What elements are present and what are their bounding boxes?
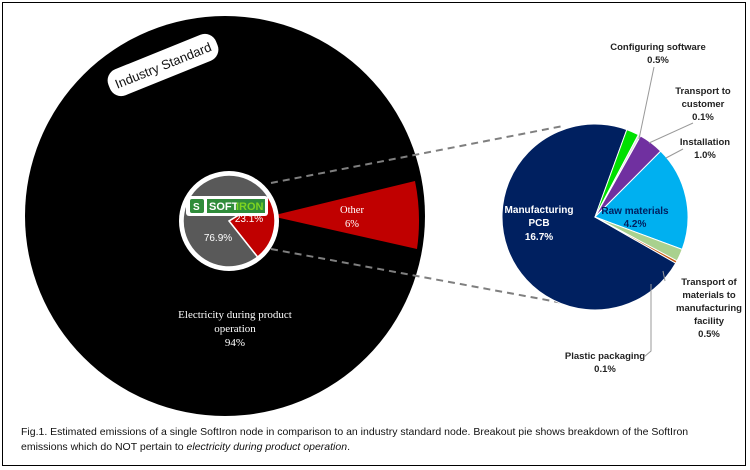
value-transport-materials: 0.5%: [698, 329, 720, 340]
softiron-other-value: 23.1%: [235, 214, 263, 225]
caption-text: Fig.1. Estimated emissions of a single S…: [21, 426, 689, 453]
label-transport-customer-1: Transport to: [675, 86, 731, 97]
other-slice: [271, 181, 419, 249]
softiron-logo: S SOFT IRON: [186, 196, 268, 216]
label-raw-materials: Raw materials: [601, 206, 669, 217]
leader-installation: [665, 148, 684, 159]
leader-transport-customer: [648, 122, 694, 144]
leader-configuring: [638, 66, 655, 140]
label-configuring-software: Configuring software: [610, 42, 706, 53]
value-manufacturing: 16.7%: [525, 232, 553, 243]
leader-transport-materials: [662, 270, 666, 282]
svg-text:S: S: [193, 202, 200, 213]
caption-italic: electricity during product operation: [186, 441, 348, 453]
softiron-pie: [179, 171, 279, 271]
chart-svg: Industry Standard Other 6% Electricity d…: [25, 16, 742, 416]
logo-soft-text: SOFT: [209, 201, 239, 213]
figure-caption: Fig.1. Estimated emissions of a single S…: [21, 425, 733, 455]
electricity-label-line2: operation: [214, 323, 256, 335]
value-configuring-software: 0.5%: [647, 55, 669, 66]
breakout-pie: [501, 123, 689, 311]
label-transport-materials-3: manufacturing: [676, 303, 742, 314]
label-manufacturing-1: Manufacturing: [505, 205, 574, 216]
manufacturing-pcb-slice: [501, 123, 677, 311]
label-plastic-packaging: Plastic packaging: [565, 351, 645, 362]
value-transport-customer: 0.1%: [692, 112, 714, 123]
electricity-value: 94%: [225, 337, 245, 349]
other-label: Other: [340, 205, 364, 216]
value-raw-materials: 4.2%: [624, 219, 647, 230]
label-transport-customer-2: customer: [682, 99, 725, 110]
connector-line-top: [270, 125, 564, 184]
raw-materials-slice: [594, 150, 689, 251]
label-transport-materials-2: materials to: [682, 290, 736, 301]
label-transport-materials-4: facility: [694, 316, 725, 327]
label-transport-materials-1: Transport of: [681, 277, 737, 288]
softiron-electricity-value: 76.9%: [204, 233, 232, 244]
plastic-packaging-slice: [594, 216, 678, 264]
electricity-label-line1: Electricity during product: [178, 309, 292, 321]
leader-plastic: [643, 284, 652, 358]
figure-frame: Industry Standard Other 6% Electricity d…: [2, 2, 746, 466]
value-plastic-packaging: 0.1%: [594, 364, 616, 375]
connector-line-bottom: [270, 248, 564, 304]
label-manufacturing-2: PCB: [528, 218, 549, 229]
label-installation: Installation: [680, 137, 730, 148]
other-value: 6%: [345, 219, 359, 230]
value-installation: 1.0%: [694, 150, 716, 161]
caption-end: .: [347, 441, 350, 453]
logo-iron-text: IRON: [236, 201, 264, 213]
